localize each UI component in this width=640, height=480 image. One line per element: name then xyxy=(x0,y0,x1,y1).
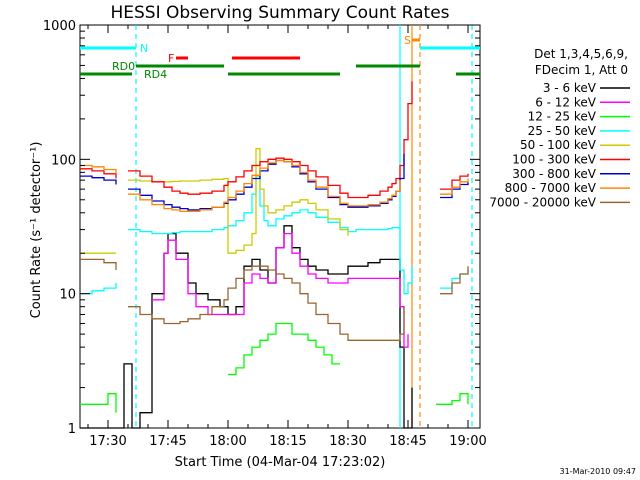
legend-entry-label: 800 - 7000 keV xyxy=(505,181,597,195)
series-line xyxy=(152,232,409,348)
footer-timestamp: 31-Mar-2010 09:47 xyxy=(560,467,637,476)
series-line xyxy=(80,153,469,211)
x-tick-label: 18:30 xyxy=(329,434,366,449)
series-line xyxy=(80,159,469,212)
series-line xyxy=(80,148,349,254)
x-tick-label: 17:30 xyxy=(89,434,126,449)
status-bar-label: S xyxy=(404,34,411,47)
chart-title: HESSI Observing Summary Count Rates xyxy=(110,3,449,23)
legend-header-line-1: Det 1,3,4,5,6,9, xyxy=(534,47,628,61)
legend-entry-label: 6 - 12 keV xyxy=(535,95,597,109)
status-bar-label: N xyxy=(140,42,148,55)
y-tick-label: 1000 xyxy=(43,19,76,34)
x-axis: 17:30 17:45 18:00 18:15 18:30 18:45 19:00 xyxy=(87,25,487,449)
series-line xyxy=(80,322,469,413)
legend-entry-label: 300 - 800 keV xyxy=(512,167,596,181)
x-tick-label: 18:45 xyxy=(389,434,426,449)
legend-entry-label: 50 - 100 keV xyxy=(520,138,597,152)
x-tick-label: 19:00 xyxy=(449,434,486,449)
series-line xyxy=(80,225,413,429)
marker-lines xyxy=(135,25,473,428)
status-bar-label: RD0 xyxy=(112,60,135,73)
plot-frame xyxy=(79,24,481,429)
y-axis: 1 10 100 1000 xyxy=(43,19,480,437)
x-axis-label: Start Time (04-Mar-04 17:23:02) xyxy=(175,455,386,470)
status-bar-label: RD4 xyxy=(144,68,167,81)
legend-entry-label: 3 - 6 keV xyxy=(543,81,597,95)
legend-entry-label: 12 - 25 keV xyxy=(528,110,597,124)
y-tick-label: 100 xyxy=(51,153,76,168)
legend-entry-label: 7000 - 20000 keV xyxy=(489,195,596,209)
status-bar-label: F xyxy=(168,52,174,65)
x-tick-label: 18:00 xyxy=(209,434,246,449)
x-tick-label: 17:45 xyxy=(149,434,186,449)
y-tick-label: 1 xyxy=(68,422,76,437)
status-bars: N F RD0 RD4 S xyxy=(80,34,480,81)
y-axis-label: Count Rate (s⁻¹ detector⁻¹) xyxy=(29,142,44,319)
x-tick-label: 18:15 xyxy=(269,434,306,449)
series-line xyxy=(80,258,469,341)
plot-area: N F RD0 RD4 S xyxy=(79,24,481,429)
legend: Det 1,3,4,5,6,9, FDecim 1, Att 0 3 - 6 k… xyxy=(489,47,630,209)
legend-header-line-2: FDecim 1, Att 0 xyxy=(535,63,628,77)
series-group xyxy=(80,81,469,429)
y-tick-label: 10 xyxy=(59,288,76,303)
legend-entry-label: 25 - 50 keV xyxy=(528,124,597,138)
legend-entry-label: 100 - 300 keV xyxy=(512,153,596,167)
